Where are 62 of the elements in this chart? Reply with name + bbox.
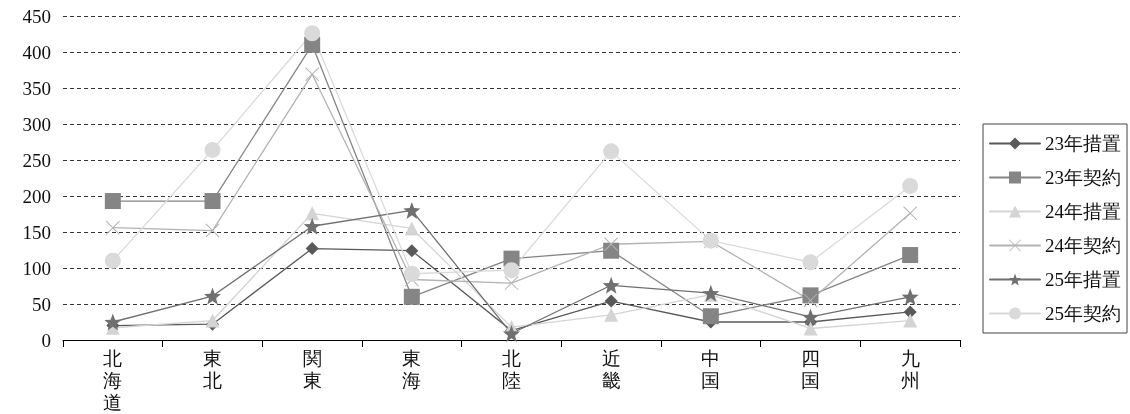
point: [603, 143, 620, 160]
point: [104, 193, 121, 210]
point: [604, 307, 619, 322]
point: [204, 193, 221, 210]
x-tick-label: 近畿: [601, 347, 621, 391]
point: [304, 25, 321, 42]
point: [105, 220, 120, 235]
y-tick-label: 450: [22, 5, 51, 27]
point: [205, 313, 220, 328]
point: [104, 252, 121, 269]
legend-label: 25年措置: [1045, 269, 1121, 290]
y-tick-label: 0: [41, 329, 51, 351]
y-tick-label: 200: [22, 185, 51, 207]
point: [305, 67, 320, 82]
point: [602, 276, 620, 294]
point: [902, 177, 919, 194]
point: [803, 321, 818, 336]
point: [903, 313, 918, 328]
x-tick-label: 東海: [402, 347, 422, 391]
x-tick-label: 北陸: [502, 347, 521, 391]
point: [702, 308, 719, 325]
y-tick-label: 350: [22, 77, 51, 99]
point: [305, 242, 319, 256]
x-tick-label: 中国: [701, 347, 721, 391]
point: [204, 141, 221, 158]
x-tick-label: 北海道: [103, 347, 123, 413]
point: [802, 287, 819, 304]
point: [802, 254, 819, 271]
x-tick-label: 四国: [801, 347, 820, 391]
legend-label: 23年措置: [1045, 133, 1121, 154]
point: [305, 206, 320, 221]
y-tick-label: 400: [22, 41, 51, 63]
point: [504, 276, 519, 291]
point: [604, 237, 619, 252]
point: [503, 262, 520, 279]
point: [503, 325, 520, 343]
point: [403, 288, 420, 305]
y-tick-label: 50: [32, 293, 51, 315]
point: [902, 247, 919, 264]
x-tick-label: 東北: [203, 347, 222, 391]
y-tick-label: 250: [22, 149, 51, 171]
y-tick-label: 100: [22, 257, 51, 279]
y-tick-label: 300: [22, 113, 51, 135]
point: [802, 308, 819, 326]
point: [204, 287, 221, 305]
point: [604, 294, 618, 308]
point: [903, 206, 918, 221]
point: [603, 242, 620, 259]
point: [405, 244, 419, 258]
legend-label: 24年措置: [1045, 201, 1121, 222]
point: [104, 313, 122, 331]
x-tick-label: 九州: [900, 347, 920, 391]
x-tick-label: 関東: [302, 347, 322, 391]
legend-label: 25年契約: [1045, 303, 1121, 324]
point: [901, 288, 919, 306]
point: [404, 221, 419, 236]
legend-label: 24年契約: [1045, 235, 1121, 256]
y-tick-label: 150: [22, 221, 51, 243]
point: [403, 201, 421, 219]
legend-label: 23年契約: [1045, 167, 1121, 188]
point: [303, 217, 321, 235]
point: [403, 265, 420, 282]
